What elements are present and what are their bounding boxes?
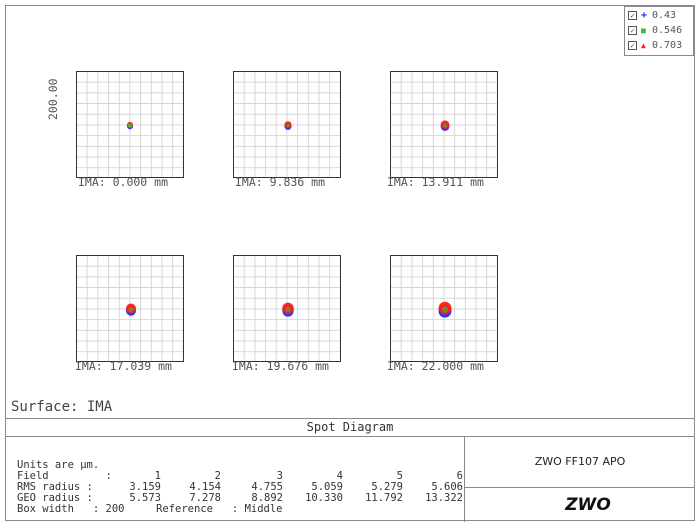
info-panel: Spot Diagram ZWO FF107 APO ZWO Units are… (5, 418, 695, 522)
rms-value: 4.755 (251, 481, 283, 493)
spot-plot-4 (76, 255, 184, 362)
box-width-line: Box width : 200 Reference : Middle (17, 503, 283, 515)
spot-svg-6 (438, 301, 452, 318)
triangle-marker-icon: ▲ (641, 41, 646, 50)
spot-plot-6 (390, 255, 498, 362)
field-number: 3 (276, 470, 283, 482)
logo-text: ZWO (564, 495, 611, 515)
spot-svg-1 (127, 121, 133, 130)
legend-checkbox[interactable]: ✓ (628, 26, 637, 35)
spot-point (286, 123, 290, 128)
spot-plot-2 (233, 71, 341, 178)
zwo-logo-icon: ZWO (562, 495, 614, 515)
spot-svg-3 (440, 120, 450, 131)
spot-plot-5 (233, 255, 341, 362)
field-label-6: IMA: 22.000 mm (387, 359, 484, 373)
geo-value: 8.892 (251, 492, 283, 504)
rms-value: 5.059 (311, 481, 343, 493)
spot-point (441, 306, 449, 313)
lens-name: ZWO FF107 APO (534, 455, 626, 468)
spot-svg-5 (282, 302, 294, 317)
geo-row-label: GEO radius : (17, 492, 93, 504)
rms-value: 5.279 (371, 481, 403, 493)
plus-marker-icon: + (641, 10, 648, 21)
chart-title: Spot Diagram (5, 419, 695, 437)
field-label-2: IMA: 9.836 mm (235, 175, 326, 189)
rms-value: 3.159 (129, 481, 161, 493)
field-row-label: Field : (17, 470, 112, 482)
spot-svg-4 (125, 303, 137, 316)
field-label-4: IMA: 17.039 mm (75, 359, 172, 373)
wavelength-legend: ✓ + 0.43 ✓ ■ 0.546 ✓ ▲ 0.703 (624, 6, 694, 56)
geo-value: 7.278 (189, 492, 221, 504)
geo-value: 13.322 (425, 492, 463, 504)
square-marker-icon: ■ (641, 26, 646, 35)
units-text: Units are µm. (17, 459, 100, 471)
field-number: 1 (154, 470, 161, 482)
geo-value: 11.792 (365, 492, 403, 504)
field-number: 2 (214, 470, 221, 482)
y-axis-label: 200.00 (46, 78, 60, 120)
rms-value: 4.154 (189, 481, 221, 493)
divider (464, 487, 695, 488)
field-label-5: IMA: 19.676 mm (232, 359, 329, 373)
rms-row-label: RMS radius : (17, 481, 93, 493)
spot-point (442, 123, 448, 128)
spot-point (285, 306, 291, 313)
rms-value: 5.606 (431, 481, 463, 493)
legend-value: 0.546 (652, 25, 683, 36)
field-label-1: IMA: 0.000 mm (78, 175, 169, 189)
field-number: 6 (456, 470, 463, 482)
spot-plot-1 (76, 71, 184, 178)
geo-value: 10.330 (305, 492, 343, 504)
plot-frame (5, 5, 695, 521)
legend-value: 0.703 (652, 40, 683, 51)
field-label-3: IMA: 13.911 mm (387, 175, 484, 189)
spot-point (128, 306, 134, 313)
divider (464, 436, 465, 522)
surface-label: Surface: IMA (11, 399, 113, 415)
spot-svg-2 (284, 121, 292, 130)
legend-checkbox[interactable]: ✓ (628, 11, 637, 20)
legend-value: 0.43 (652, 10, 677, 21)
geo-value: 5.573 (129, 492, 161, 504)
legend-checkbox[interactable]: ✓ (628, 41, 637, 50)
spot-point (127, 123, 133, 128)
spot-plot-3 (390, 71, 498, 178)
field-number: 5 (396, 470, 403, 482)
field-number: 4 (336, 470, 343, 482)
